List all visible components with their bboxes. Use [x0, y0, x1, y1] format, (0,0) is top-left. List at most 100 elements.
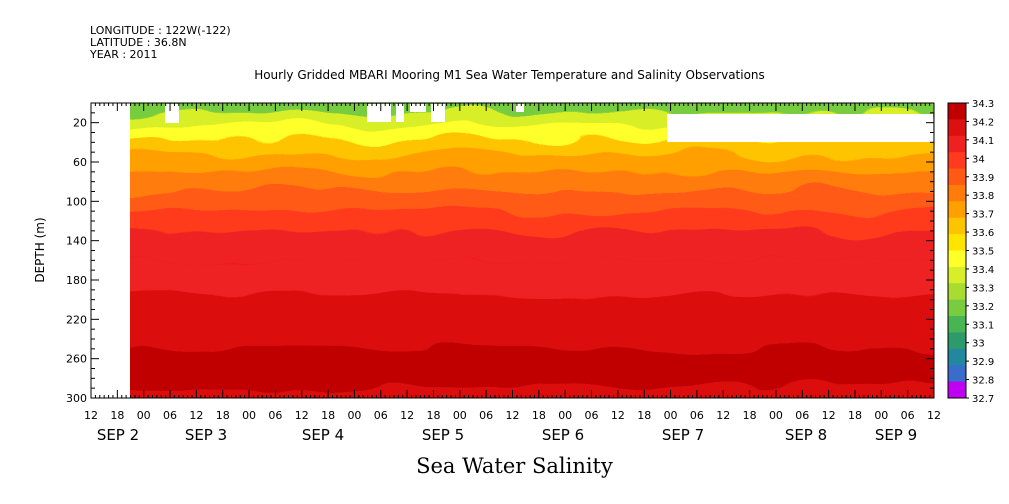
salinity-band	[130, 388, 934, 398]
x-hour-label: 12	[189, 409, 203, 422]
salinity-band	[130, 171, 934, 193]
no-data-region	[367, 104, 391, 122]
y-tick-label: 20	[73, 117, 87, 130]
x-hour-label: 06	[795, 409, 809, 422]
salinity-band	[130, 191, 934, 213]
colorbar-label: 34.2	[972, 117, 994, 128]
x-hour-label: 18	[532, 409, 546, 422]
salinity-band	[130, 260, 934, 296]
data-gaps	[92, 104, 933, 398]
colorbar-swatch	[948, 348, 966, 366]
x-hour-label: 00	[453, 409, 467, 422]
y-tick-label: 260	[66, 353, 87, 366]
y-tick-label: 220	[66, 313, 87, 326]
salinity-band	[130, 348, 934, 370]
colorbar-label: 33.1	[972, 320, 994, 331]
x-day-label: SEP 4	[302, 426, 344, 444]
colorbar-swatch	[948, 283, 966, 301]
x-hour-label: 12	[611, 409, 625, 422]
colorbar-swatch	[948, 332, 966, 350]
no-data-region	[92, 104, 130, 398]
x-day-label: SEP 7	[662, 426, 704, 444]
x-hour-label: 12	[927, 409, 941, 422]
salinity-band	[130, 103, 934, 114]
colorbar-label: 33.6	[972, 228, 994, 239]
colorbar-label: 32.7	[972, 394, 994, 405]
x-hour-label: 06	[690, 409, 704, 422]
colorbar-label: 34	[972, 154, 985, 165]
y-axis: 20 60 100 140 180 220 260 300	[66, 112, 934, 405]
colorbar-label: 33.8	[972, 191, 994, 202]
x-hour-label: 18	[321, 409, 335, 422]
year-label: YEAR : 2011	[90, 48, 158, 61]
colorbar-swatch	[948, 168, 966, 186]
colorbar-swatch	[948, 217, 966, 235]
x-day-label: SEP 3	[185, 426, 227, 444]
x-axis: 12 18 00 06 12 18 00 06 12 18 00 06 12 18 00 06 12 18 00 06…	[84, 103, 941, 444]
x-day-label: SEP 2	[97, 426, 139, 444]
colorbar-label: 32.8	[972, 376, 994, 387]
colorbar-label: 33.3	[972, 283, 994, 294]
colorbar-label: 33.7	[972, 210, 994, 221]
colorbar-swatch	[948, 201, 966, 219]
colorbar-label: 32.9	[972, 357, 994, 368]
longitude-label: LONGITUDE : 122W(-122)	[90, 24, 231, 37]
colorbar-swatch	[948, 250, 966, 268]
salinity-band	[130, 294, 934, 326]
colorbar-label: 33	[972, 339, 985, 350]
y-tick-label: 140	[66, 235, 87, 248]
x-hour-label: 06	[268, 409, 282, 422]
x-hour-label: 00	[769, 409, 783, 422]
x-hour-label: 12	[716, 409, 730, 422]
chart-title: Hourly Gridded MBARI Mooring M1 Sea Wate…	[254, 68, 765, 82]
colorbar-swatch	[948, 103, 966, 120]
colorbar-label: 34.3	[972, 99, 994, 110]
salinity-band	[130, 324, 934, 350]
x-hour-label: 06	[374, 409, 388, 422]
x-hour-label: 00	[242, 409, 256, 422]
colorbar: 34.3 34.2 34.1 34 33.9 33.8 33.7 33.6 33.5 33.4 33…	[947, 99, 994, 405]
colorbar-swatch	[948, 184, 966, 202]
y-tick-label: 100	[66, 195, 87, 208]
x-day-label: SEP 6	[542, 426, 584, 444]
no-data-region	[165, 104, 179, 123]
colorbar-swatch	[948, 381, 966, 398]
colorbar-swatch	[948, 266, 966, 284]
x-hour-label: 06	[163, 409, 177, 422]
x-hour-label: 00	[664, 409, 678, 422]
no-data-region	[431, 104, 445, 122]
colorbar-label: 33.4	[972, 265, 994, 276]
colorbar-swatch	[948, 299, 966, 317]
no-data-region	[410, 104, 426, 112]
colorbar-label: 33.9	[972, 173, 994, 184]
colorbar-swatch	[948, 135, 966, 153]
y-tick-label: 300	[66, 392, 87, 405]
x-hour-label: 06	[479, 409, 493, 422]
x-hour-label: 18	[426, 409, 440, 422]
x-day-label: SEP 5	[422, 426, 464, 444]
no-data-region	[516, 104, 524, 112]
x-hour-label: 12	[506, 409, 520, 422]
x-hour-label: 18	[637, 409, 651, 422]
y-tick-label: 60	[73, 156, 87, 169]
x-hour-label: 00	[347, 409, 361, 422]
latitude-label: LATITUDE : 36.8N	[90, 36, 187, 49]
x-hour-label: 00	[874, 409, 888, 422]
salinity-band	[130, 139, 934, 156]
salinity-band	[130, 211, 934, 232]
no-data-region	[396, 104, 404, 122]
x-day-label: SEP 9	[875, 426, 917, 444]
x-hour-label: 12	[295, 409, 309, 422]
salinity-band	[130, 368, 934, 390]
colorbar-label: 33.5	[972, 247, 994, 258]
x-day-label: SEP 8	[785, 426, 827, 444]
colorbar-swatch	[948, 119, 966, 137]
x-hour-label: 12	[400, 409, 414, 422]
salinity-band	[130, 230, 934, 262]
x-hour-label: 18	[110, 409, 124, 422]
colorbar-swatch	[948, 365, 966, 383]
x-hour-label: 00	[558, 409, 572, 422]
x-hour-label: 06	[901, 409, 915, 422]
colorbar-label: 33.2	[972, 302, 994, 313]
